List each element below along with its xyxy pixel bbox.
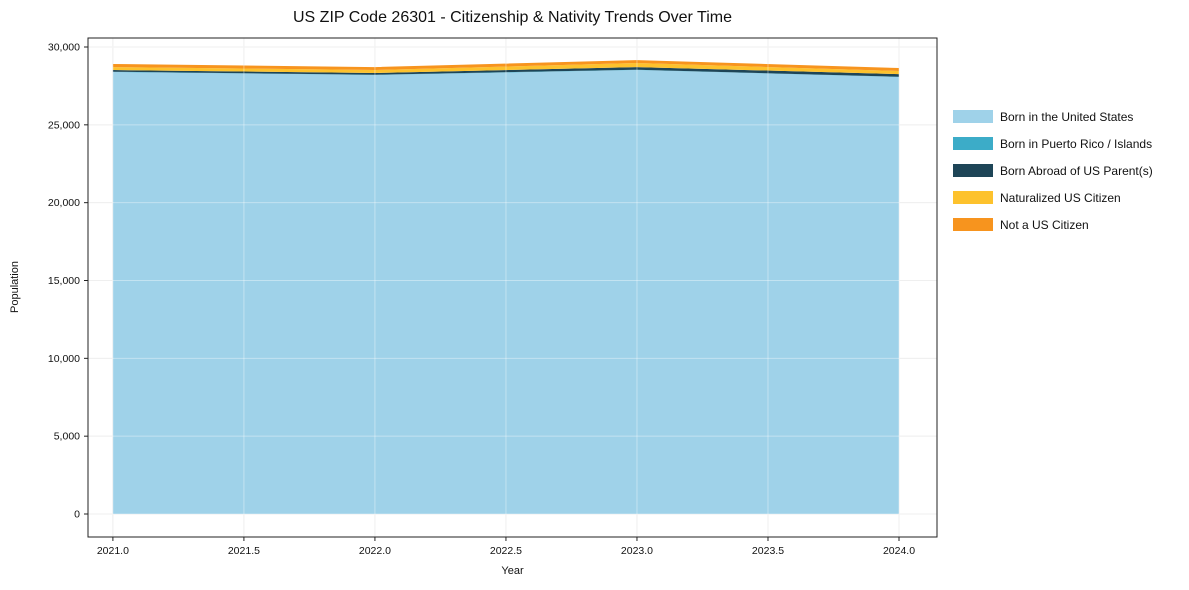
area-series-3 [112,63,899,75]
y-tick-label: 15,000 [48,275,80,287]
area-series-4 [112,60,899,71]
x-tick-label: 2022.0 [359,545,391,557]
x-tick-label: 2023.5 [752,545,784,557]
y-tick-label: 25,000 [48,119,80,131]
legend: Born in the United States Born in Puerto … [953,103,1153,238]
x-tick-label: 2021.0 [97,545,129,557]
y-tick-label: 20,000 [48,197,80,209]
y-tick-label: 5,000 [54,431,80,443]
chart-title: US ZIP Code 26301 - Citizenship & Nativi… [293,9,732,26]
legend-label: Naturalized US Citizen [1000,190,1121,205]
legend-swatch [953,218,993,231]
area-series-0 [112,70,899,515]
y-tick-label: 0 [74,509,80,521]
y-axis-label: Population [9,261,21,313]
y-tick-label: 30,000 [48,41,80,53]
legend-item: Naturalized US Citizen [953,184,1153,211]
legend-label: Born in Puerto Rico / Islands [1000,136,1153,151]
legend-label: Born Abroad of US Parent(s) [1000,163,1153,178]
x-axis-label: Year [501,565,524,577]
legend-label: Born in the United States [1000,109,1134,124]
legend-item: Born in Puerto Rico / Islands [953,130,1153,157]
x-tick-label: 2024.0 [883,545,915,557]
legend-item: Not a US Citizen [953,211,1153,238]
legend-swatch [953,137,993,150]
legend-item: Born Abroad of US Parent(s) [953,157,1153,184]
x-tick-label: 2022.5 [490,545,522,557]
legend-item: Born in the United States [953,103,1153,130]
legend-swatch [953,164,993,177]
area-series-1 [112,69,899,78]
legend-swatch [953,191,993,204]
x-tick-label: 2023.0 [621,545,653,557]
area-series-2 [112,67,899,77]
x-tick-label: 2021.5 [228,545,260,557]
legend-swatch [953,110,993,123]
y-tick-label: 10,000 [48,353,80,365]
legend-label: Not a US Citizen [1000,217,1089,232]
plot-border [87,37,938,538]
